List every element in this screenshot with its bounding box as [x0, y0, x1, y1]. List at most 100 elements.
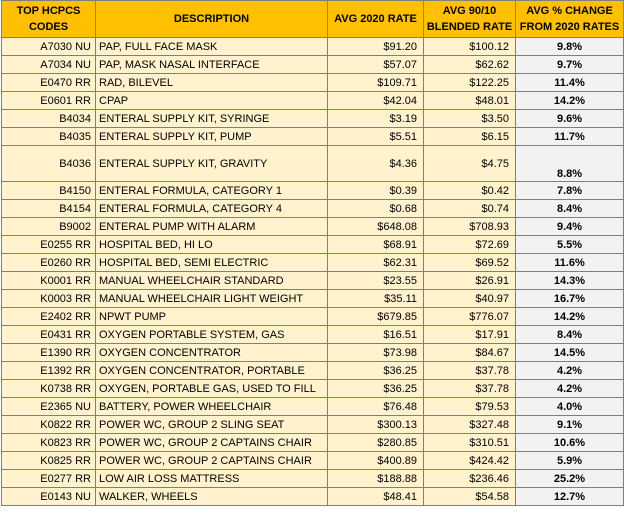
blended-rate-cell: $62.62 — [423, 55, 516, 74]
hcpcs-code-cell: E0470 RR — [1, 73, 96, 92]
table-row: B4150 ENTERAL FORMULA, CATEGORY 1 $0.39 $0.… — [1, 181, 624, 200]
percent-change-cell: 9.8% — [515, 37, 624, 56]
percent-change-cell: 7.8% — [515, 181, 624, 200]
hcpcs-code-cell: E0431 RR — [1, 325, 96, 344]
hcpcs-code-cell: E0143 NU — [1, 487, 96, 506]
percent-change-cell: 11.7% — [515, 127, 624, 146]
hcpcs-code-cell: B4150 — [1, 181, 96, 200]
description-cell: POWER WC, GROUP 2 CAPTAINS CHAIR — [95, 451, 328, 470]
description-cell: CPAP — [95, 91, 328, 110]
blended-rate-cell: $0.42 — [423, 181, 516, 200]
description-cell: ENTERAL SUPPLY KIT, PUMP — [95, 127, 328, 146]
hcpcs-code-cell: E1390 RR — [1, 343, 96, 362]
table-row: E0431 RR OXYGEN PORTABLE SYSTEM, GAS $16.5… — [1, 325, 624, 344]
blended-rate-cell: $40.97 — [423, 289, 516, 308]
blended-rate-cell: $6.15 — [423, 127, 516, 146]
percent-change-cell: 4.2% — [515, 379, 624, 398]
description-cell: OXYGEN, PORTABLE GAS, USED TO FILL — [95, 379, 328, 398]
table-row: K0738 RR OXYGEN, PORTABLE GAS, USED TO FI… — [1, 379, 624, 398]
blended-rate-cell: $236.46 — [423, 469, 516, 488]
blended-rate-cell: $776.07 — [423, 307, 516, 326]
avg-2020-rate-cell: $76.48 — [327, 397, 424, 416]
avg-2020-rate-cell: $35.11 — [327, 289, 424, 308]
table-row: B9002 ENTERAL PUMP WITH ALARM $648.08 $708.… — [1, 217, 624, 236]
hcpcs-code-cell: E0277 RR — [1, 469, 96, 488]
table-row: K0822 RR POWER WC, GROUP 2 SLING SEAT $300… — [1, 415, 624, 434]
table-row: E0255 RR HOSPITAL BED, HI LO $68.91 $72.69 5… — [1, 235, 624, 254]
table-row: B4036 ENTERAL SUPPLY KIT, GRAVITY $4.36 $4.… — [1, 145, 624, 182]
blended-rate-cell: $708.93 — [423, 217, 516, 236]
hcpcs-code-cell: E2365 NU — [1, 397, 96, 416]
percent-change-cell: 14.5% — [515, 343, 624, 362]
header-row: TOP HCPCS CODES DESCRIPTION AVG 2020 RAT… — [1, 0, 624, 38]
header-codes: TOP HCPCS CODES — [1, 0, 96, 38]
percent-change-cell: 11.4% — [515, 73, 624, 92]
hcpcs-code-cell: E0255 RR — [1, 235, 96, 254]
header-avg-2020-rate: AVG 2020 RATE — [327, 0, 424, 38]
avg-2020-rate-cell: $0.68 — [327, 199, 424, 218]
hcpcs-code-cell: K0738 RR — [1, 379, 96, 398]
description-cell: HOSPITAL BED, HI LO — [95, 235, 328, 254]
percent-change-cell: 14.2% — [515, 91, 624, 110]
percent-change-cell: 25.2% — [515, 469, 624, 488]
description-cell: PAP, MASK NASAL INTERFACE — [95, 55, 328, 74]
table-row: E0277 RR LOW AIR LOSS MATTRESS $188.88 $236… — [1, 469, 624, 488]
percent-change-cell: 12.7% — [515, 487, 624, 506]
hcpcs-code-cell: K0001 RR — [1, 271, 96, 290]
blended-rate-cell: $37.78 — [423, 379, 516, 398]
percent-change-cell: 4.0% — [515, 397, 624, 416]
percent-change-cell: 8.8% — [515, 145, 624, 182]
table-row: E0260 RR HOSPITAL BED, SEMI ELECTRIC $62.3… — [1, 253, 624, 272]
description-cell: OXYGEN CONCENTRATOR — [95, 343, 328, 362]
blended-rate-cell: $48.01 — [423, 91, 516, 110]
avg-2020-rate-cell: $4.36 — [327, 145, 424, 182]
description-cell: ENTERAL SUPPLY KIT, SYRINGE — [95, 109, 328, 128]
description-cell: MANUAL WHEELCHAIR STANDARD — [95, 271, 328, 290]
blended-rate-cell: $3.50 — [423, 109, 516, 128]
avg-2020-rate-cell: $679.85 — [327, 307, 424, 326]
blended-rate-cell: $54.58 — [423, 487, 516, 506]
hcpcs-code-cell: E0260 RR — [1, 253, 96, 272]
avg-2020-rate-cell: $0.39 — [327, 181, 424, 200]
blended-rate-cell: $37.78 — [423, 361, 516, 380]
table-body: A7030 NU PAP, FULL FACE MASK $91.20 $100.12… — [1, 37, 624, 506]
table-row: E2365 NU BATTERY, POWER WHEELCHAIR $76.48 $… — [1, 397, 624, 416]
hcpcs-code-cell: K0822 RR — [1, 415, 96, 434]
blended-rate-cell: $79.53 — [423, 397, 516, 416]
description-cell: LOW AIR LOSS MATTRESS — [95, 469, 328, 488]
hcpcs-code-cell: A7030 NU — [1, 37, 96, 56]
avg-2020-rate-cell: $400.89 — [327, 451, 424, 470]
hcpcs-code-cell: K0003 RR — [1, 289, 96, 308]
description-cell: ENTERAL FORMULA, CATEGORY 4 — [95, 199, 328, 218]
table-row: E0470 RR RAD, BILEVEL $109.71 $122.25 11.4% — [1, 73, 624, 92]
hcpcs-code-cell: K0823 RR — [1, 433, 96, 452]
description-cell: WALKER, WHEELS — [95, 487, 328, 506]
description-cell: ENTERAL PUMP WITH ALARM — [95, 217, 328, 236]
avg-2020-rate-cell: $68.91 — [327, 235, 424, 254]
percent-change-cell: 14.3% — [515, 271, 624, 290]
blended-rate-cell: $72.69 — [423, 235, 516, 254]
percent-change-cell: 9.6% — [515, 109, 624, 128]
hcpcs-code-cell: B4035 — [1, 127, 96, 146]
percent-change-cell: 8.4% — [515, 325, 624, 344]
table-row: E1390 RR OXYGEN CONCENTRATOR $73.98 $84.67 1… — [1, 343, 624, 362]
table-row: E0601 RR CPAP $42.04 $48.01 14.2% — [1, 91, 624, 110]
avg-2020-rate-cell: $109.71 — [327, 73, 424, 92]
percent-change-cell: 10.6% — [515, 433, 624, 452]
description-cell: RAD, BILEVEL — [95, 73, 328, 92]
description-cell: OXYGEN PORTABLE SYSTEM, GAS — [95, 325, 328, 344]
hcpcs-code-cell: E1392 RR — [1, 361, 96, 380]
table-row: E1392 RR OXYGEN CONCENTRATOR, PORTABLE $36… — [1, 361, 624, 380]
hcpcs-code-cell: B4034 — [1, 109, 96, 128]
hcpcs-code-cell: K0825 RR — [1, 451, 96, 470]
blended-rate-cell: $424.42 — [423, 451, 516, 470]
description-cell: MANUAL WHEELCHAIR LIGHT WEIGHT — [95, 289, 328, 308]
avg-2020-rate-cell: $23.55 — [327, 271, 424, 290]
avg-2020-rate-cell: $648.08 — [327, 217, 424, 236]
blended-rate-cell: $327.48 — [423, 415, 516, 434]
avg-2020-rate-cell: $36.25 — [327, 379, 424, 398]
hcpcs-rate-table: TOP HCPCS CODES DESCRIPTION AVG 2020 RAT… — [1, 0, 624, 506]
blended-rate-cell: $100.12 — [423, 37, 516, 56]
blended-rate-cell: $26.91 — [423, 271, 516, 290]
description-cell: POWER WC, GROUP 2 CAPTAINS CHAIR — [95, 433, 328, 452]
